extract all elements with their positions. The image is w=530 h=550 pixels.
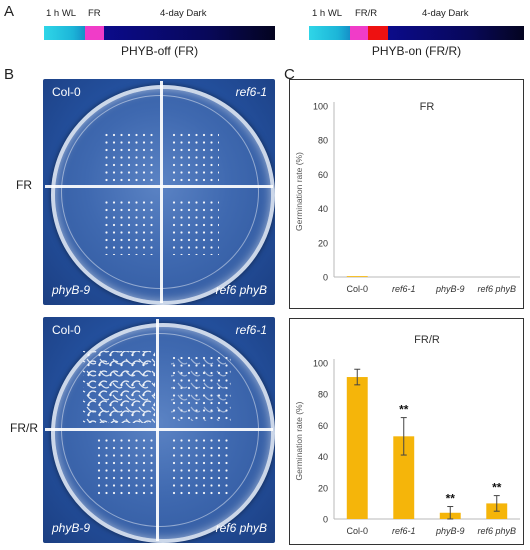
x-tick-label-2: phyB-9 [435, 526, 465, 536]
quadrant-divider-vertical [160, 81, 163, 303]
plate-fr-label-ref6-phyb: ref6 phyB [215, 283, 267, 297]
plate-frr-label-phyb-9: phyB-9 [52, 521, 91, 535]
timeline-right-wl-label: 1 h WL [312, 8, 343, 19]
y-tick-label: 100 [313, 102, 328, 112]
timeline-right-caption: PHYB-on (FR/R) [371, 44, 462, 58]
timeline-right-red-segment [368, 26, 388, 40]
x-tick-label-0: Col-0 [346, 284, 368, 294]
x-tick-label-3: ref6 phyB [477, 284, 516, 294]
timeline-left-dark-label: 4-day Dark [160, 8, 207, 19]
plate-frr-label-ref6-1: ref6-1 [235, 323, 267, 337]
timeline-right-frr-label: FR/R [355, 8, 378, 19]
x-tick-label-2: phyB-9 [435, 284, 465, 294]
plate-photo-fr: Col-0 ref6-1 phyB-9 ref6 phyB [43, 79, 275, 305]
bar-0 [346, 276, 368, 277]
chart-frr-frame: FR/R Germination rate (%) 0 20 40 60 80 100 Col-… [289, 318, 524, 545]
chart-title: FR [420, 101, 435, 113]
seed-grid [105, 131, 219, 255]
plate-fr-label-phyb-9: phyB-9 [52, 283, 91, 297]
panel-label-a: A [4, 3, 15, 20]
y-tick-label: 40 [318, 452, 328, 462]
y-tick-label: 100 [313, 359, 328, 369]
x-tick-label-1: ref6-1 [392, 284, 416, 294]
y-tick-label: 0 [323, 273, 328, 283]
bar-0 [346, 377, 368, 519]
quadrant-divider-horizontal [45, 428, 273, 431]
timeline-left-wl-label: 1 h WL [46, 8, 77, 19]
timeline-left-fr-segment [85, 26, 104, 40]
y-axis-label: Germination rate (%) [294, 401, 304, 480]
plate-photo-frr: Col-0 ref6-1 phyB-9 ref6 phyB [43, 317, 275, 543]
y-tick-label: 60 [318, 421, 328, 431]
y-tick-label: 20 [318, 238, 328, 248]
x-tick-label-3: ref6 phyB [477, 526, 516, 536]
timeline-right-wl-segment [309, 26, 350, 40]
significance-marker-3: ** [492, 481, 502, 495]
y-tick-label: 0 [323, 515, 328, 525]
significance-marker-1: ** [399, 403, 409, 417]
plate-frr-label-ref6-phyb: ref6 phyB [215, 521, 267, 535]
y-tick-label: 80 [318, 136, 328, 146]
timeline-right-fr-segment [350, 26, 368, 40]
y-tick-label: 40 [318, 204, 328, 214]
seedling-grid [83, 351, 231, 497]
x-tick-label-0: Col-0 [346, 526, 368, 536]
plate-frr-label-col0: Col-0 [52, 323, 81, 337]
y-tick-label: 60 [318, 170, 328, 180]
panel-label-b: B [4, 66, 15, 83]
significance-marker-2: ** [446, 492, 456, 506]
timeline-left-wl-segment [44, 26, 85, 40]
chart-frr: FR/R Germination rate (%) 0 20 40 60 80 100 Col-… [294, 334, 520, 536]
row-label-frr: FR/R [10, 421, 38, 435]
chart-title: FR/R [414, 334, 440, 346]
row-label-fr: FR [16, 178, 32, 192]
y-tick-label: 20 [318, 483, 328, 493]
bar-1 [393, 436, 415, 519]
x-tick-label-1: ref6-1 [392, 526, 416, 536]
chart-fr: FR Germination rate (%) 0 20 40 60 80 100 Col-0 r… [294, 101, 520, 294]
timeline-right-dark-label: 4-day Dark [422, 8, 469, 19]
chart-fr-frame: FR Germination rate (%) 0 20 40 60 80 100 Col-0 r… [289, 79, 524, 309]
timeline-left-caption: PHYB-off (FR) [120, 44, 199, 58]
plate-fr-label-col0: Col-0 [52, 85, 81, 99]
plate-fr-label-ref6-1: ref6-1 [235, 85, 267, 99]
timeline-left-dark-segment [104, 26, 275, 40]
y-axis-label: Germination rate (%) [294, 152, 304, 231]
panel-label-c: C [284, 66, 295, 83]
timeline-left-fr-label: FR [88, 8, 101, 19]
quadrant-divider-horizontal [45, 185, 273, 188]
timeline-right-dark-segment [388, 26, 524, 40]
y-tick-label: 80 [318, 390, 328, 400]
